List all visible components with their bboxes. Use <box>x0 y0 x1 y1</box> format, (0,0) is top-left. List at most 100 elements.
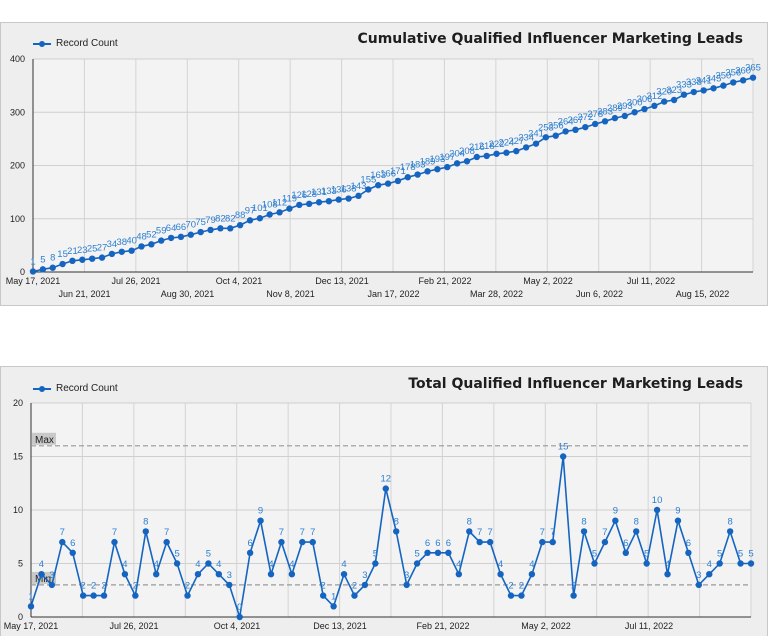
chart1-data-point <box>493 150 500 157</box>
chart2-data-point <box>664 571 671 578</box>
chart2-data-point <box>413 560 421 567</box>
chart2-data-point <box>622 549 629 556</box>
chart2-data-label: 15 <box>558 442 569 453</box>
chart1-data-point <box>562 128 569 135</box>
chart1-data-label: 1 <box>30 256 35 267</box>
chart2-x-tick-label: Dec 13, 2021 <box>313 621 367 631</box>
chart2-data-point <box>466 528 473 535</box>
chart1-data-point <box>148 241 155 248</box>
chart2-data-label: 9 <box>675 506 680 517</box>
chart1-x-tick-label: Mar 28, 2022 <box>470 289 523 299</box>
chart2-data-label: 5 <box>206 549 211 560</box>
chart2-data-point <box>559 453 567 460</box>
chart1-data-point <box>384 180 392 187</box>
chart1-data-label: 27 <box>97 243 108 254</box>
chart2-data-label: 4 <box>122 559 127 570</box>
chart1-data-label: 234 <box>518 132 534 143</box>
chart2-data-point <box>142 528 149 535</box>
chart1-data-point <box>513 147 520 155</box>
chart2-data-label: 8 <box>727 516 732 527</box>
chart2-data-point <box>580 528 588 535</box>
chart2-data-label: 6 <box>425 538 430 549</box>
chart2-ref-label-min: Min <box>35 574 51 585</box>
chart2-data-point <box>476 538 483 546</box>
chart1-data-point <box>710 85 717 92</box>
chart2-data-point <box>497 571 504 578</box>
chart1-data-point <box>375 182 382 189</box>
chart1-x-tick-label: Jun 6, 2022 <box>576 289 623 299</box>
chart2-data-point <box>340 571 348 578</box>
chart1-data-label: 171 <box>390 166 406 177</box>
chart2-x-tick-label: May 2, 2022 <box>521 621 571 631</box>
chart1-data-label: 345 <box>706 73 722 84</box>
chart2-data-point <box>121 571 129 578</box>
chart1-data-point <box>128 247 135 254</box>
chart1-data-point <box>404 174 411 181</box>
chart1-data-point <box>79 256 86 263</box>
chart1-data-point <box>532 140 540 147</box>
chart2-data-point <box>653 506 661 514</box>
chart1-data-label: 278 <box>587 109 603 120</box>
chart1-data-label: 360 <box>735 65 751 76</box>
chart1-data-label: 241 <box>528 129 544 140</box>
chart2-data-point <box>153 571 160 578</box>
chart1-legend-swatch <box>33 39 51 49</box>
chart1-x-tick-label: May 2, 2022 <box>523 276 573 286</box>
chart2-data-label: 8 <box>394 516 399 527</box>
chart2-y-tick-label: 20 <box>13 398 23 408</box>
chart2-legend[interactable]: Record Count <box>33 383 118 394</box>
chart1-data-label: 97 <box>245 205 256 216</box>
chart2-x-tick-label: Feb 21, 2022 <box>416 621 469 631</box>
chart1-data-point <box>236 221 244 229</box>
chart2-data-point <box>434 549 442 556</box>
chart2-data-point <box>570 592 577 599</box>
chart2-data-label: 4 <box>154 559 159 570</box>
chart1-data-point <box>98 254 106 261</box>
chart2-data-point <box>455 571 463 578</box>
chart2-data-label: 7 <box>112 527 117 538</box>
chart1-data-point <box>59 260 66 268</box>
chart2-data-label: 3 <box>362 570 367 581</box>
chart1-data-point <box>739 77 747 84</box>
chart1-data-label: 138 <box>341 184 357 195</box>
chart1-data-label: 82 <box>225 213 236 224</box>
chart1-data-label: 350 <box>715 71 731 82</box>
chart2-data-label: 6 <box>446 538 451 549</box>
chart1-data-point <box>483 152 490 160</box>
chart2-data-label: 4 <box>665 559 670 570</box>
chart1-data-point <box>207 226 214 234</box>
chart2-data-label: 7 <box>550 527 555 538</box>
chart2-data-label: 2 <box>133 581 138 592</box>
chart1-y-tick-label: 0 <box>20 267 25 277</box>
chart2-data-label: 2 <box>91 581 96 592</box>
chart1-x-tick-label: Jun 21, 2021 <box>58 289 110 299</box>
chart2-data-point <box>163 538 170 546</box>
chart2-data-point <box>372 560 379 567</box>
chart2-data-point <box>299 538 306 546</box>
chart2-data-point <box>278 538 285 546</box>
chart2-data-point <box>528 571 536 578</box>
chart1-data-point <box>730 79 737 86</box>
chart2-data-point <box>382 485 389 492</box>
chart1-data-point <box>365 186 372 193</box>
chart1-data-point <box>266 211 273 218</box>
chart2-data-point <box>48 581 56 589</box>
chart2-data-label: 3 <box>696 570 701 581</box>
chart2-data-label: 8 <box>143 516 148 527</box>
chart1-data-label: 79 <box>205 215 216 226</box>
chart1-data-point <box>670 96 678 104</box>
chart1-data-point <box>256 215 264 222</box>
chart1-legend[interactable]: Record Count <box>33 38 118 49</box>
chart2-data-point <box>643 560 650 567</box>
chart2-data-point <box>246 549 254 556</box>
chart1-data-label: 197 <box>439 152 455 163</box>
chart2-data-label: 12 <box>380 474 391 485</box>
chart2-series-line <box>30 456 751 618</box>
chart2-y-tick-label: 15 <box>13 452 23 462</box>
chart2-data-label: 2 <box>519 581 524 592</box>
chart1-data-point <box>522 144 530 151</box>
chart1-data-point <box>108 250 116 258</box>
chart2-data-point <box>267 571 275 578</box>
chart1-data-point <box>69 257 76 265</box>
